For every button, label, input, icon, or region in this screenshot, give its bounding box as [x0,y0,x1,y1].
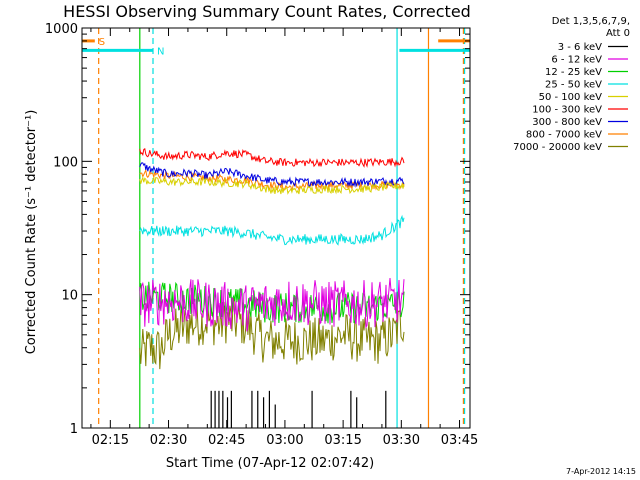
legend: Det 1,3,5,6,7,9,Att 0 3 - 6 keV 6 - 12 keV… [513,16,630,153]
y-axis: 1 10 100 1000 [45,22,470,437]
series-line [139,278,405,332]
legend-header: Det 1,3,5,6,7,9, [552,16,630,27]
plot-frame [81,27,471,429]
legend-entry-label: 100 - 300 keV [532,105,602,116]
x-tick-label: 03:15 [324,433,361,448]
legend-entry-label: 7000 - 20000 keV [513,142,602,153]
x-tick-label: 03:00 [266,433,303,448]
x-axis-label: Start Time (07-Apr-12 02:07:42) [166,456,374,471]
y-tick-label: 1000 [45,22,78,37]
series-line [139,148,405,168]
footer-date: 7-Apr-2012 14:15 [566,467,636,476]
legend-entry-label: 6 - 12 keV [551,55,602,66]
flag-label: S [99,37,105,48]
legend-entry-label: 25 - 50 keV [545,80,602,91]
x-axis: 02:15 02:30 02:45 03:00 03:15 03:30 03:45 [90,28,478,448]
series-line [139,175,405,195]
y-tick-label: 1 [70,422,78,437]
plot-area: SN [82,28,470,428]
y-axis-label: Corrected Count Rate (s⁻¹ detector⁻¹) [24,110,39,355]
x-tick-label: 03:30 [383,433,420,448]
x-tick-label: 03:45 [441,433,478,448]
legend-entry-label: 50 - 100 keV [539,92,603,103]
series-line [139,162,405,188]
chart-title: HESSI Observing Summary Count Rates, Cor… [63,2,471,21]
series-line [139,297,405,370]
x-tick-label: 02:30 [150,433,187,448]
y-tick-label: 100 [53,155,78,170]
flag-label: N [157,46,164,57]
y-tick-label: 10 [61,289,78,304]
legend-entry-label: 300 - 800 keV [532,117,602,128]
legend-entry-label: 800 - 7000 keV [526,130,602,141]
legend-header: Att 0 [606,28,630,39]
series-line [139,214,405,246]
x-tick-label: 02:15 [92,433,129,448]
legend-entry-label: 12 - 25 keV [545,67,602,78]
x-tick-label: 02:45 [208,433,245,448]
legend-entry-label: 3 - 6 keV [558,42,602,53]
